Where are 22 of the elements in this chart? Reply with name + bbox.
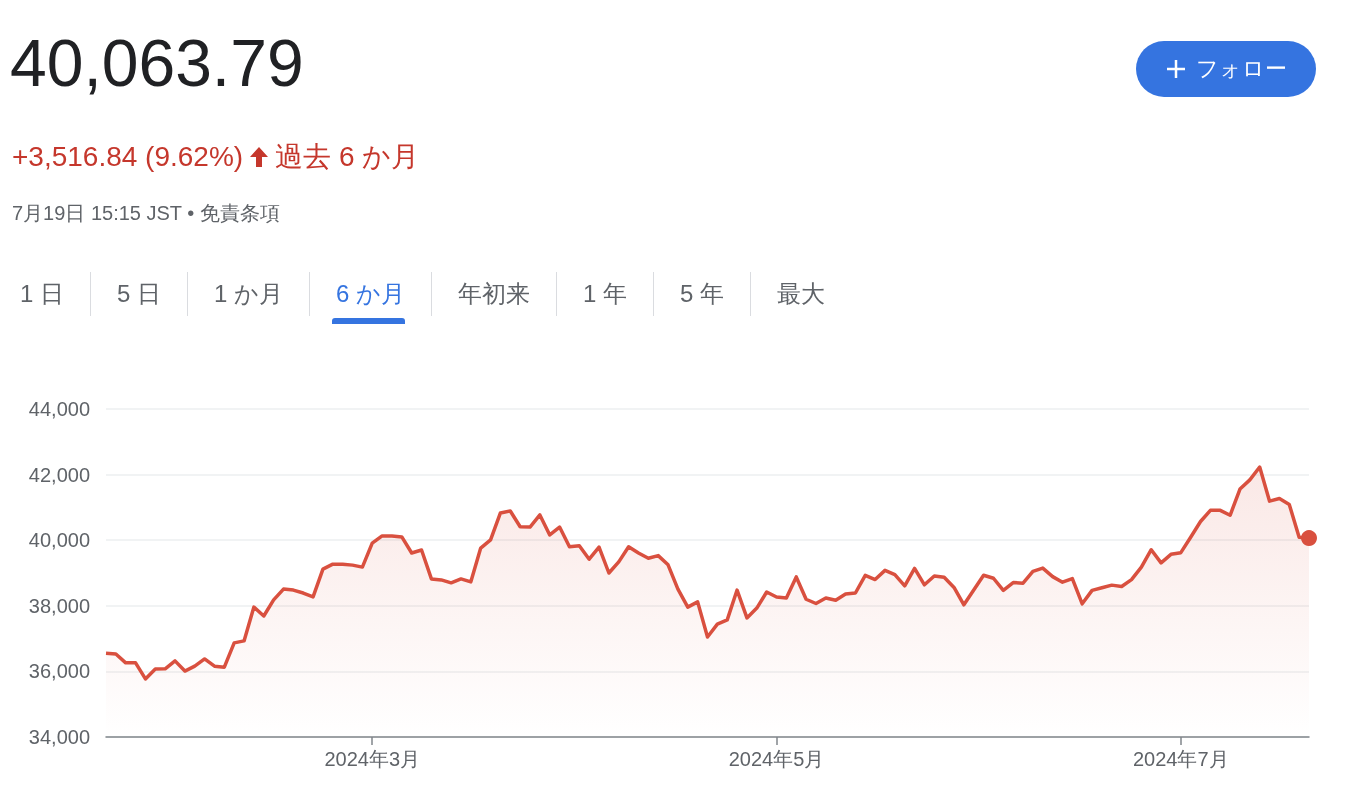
x-tick-label: 2024年7月 — [1133, 748, 1229, 770]
y-tick-label: 40,000 — [28, 529, 90, 552]
text: 1 年 — [556, 272, 654, 316]
text: 過去 6 か月 — [275, 140, 420, 174]
y-tick-label: 38,000 — [28, 594, 90, 617]
text: 5 年 — [653, 272, 751, 316]
chart-subtitle: +3,516.84 (9.62%) — [12, 141, 244, 173]
text: 7月19日 15:15 JST • 免責条項 — [12, 201, 280, 226]
text: 5 日 — [90, 272, 188, 316]
x-tick-label: 2024年5月 — [728, 748, 825, 770]
y-tick-label: 42,000 — [28, 463, 90, 486]
chart-title: 40,063.79 — [10, 26, 304, 100]
text: 最大 — [750, 272, 852, 316]
y-tick-label: 44,000 — [28, 398, 90, 420]
text: 1 か月 — [187, 272, 310, 316]
text: フォロー — [1195, 55, 1287, 83]
text: 年初来 — [431, 272, 557, 316]
text: 1 日 — [19, 279, 65, 309]
y-tick-label: 36,000 — [28, 660, 90, 683]
text: 6 か月 — [309, 272, 432, 316]
x-tick-label: 2024年3月 — [324, 748, 421, 770]
y-tick-label: 34,000 — [28, 726, 90, 748]
